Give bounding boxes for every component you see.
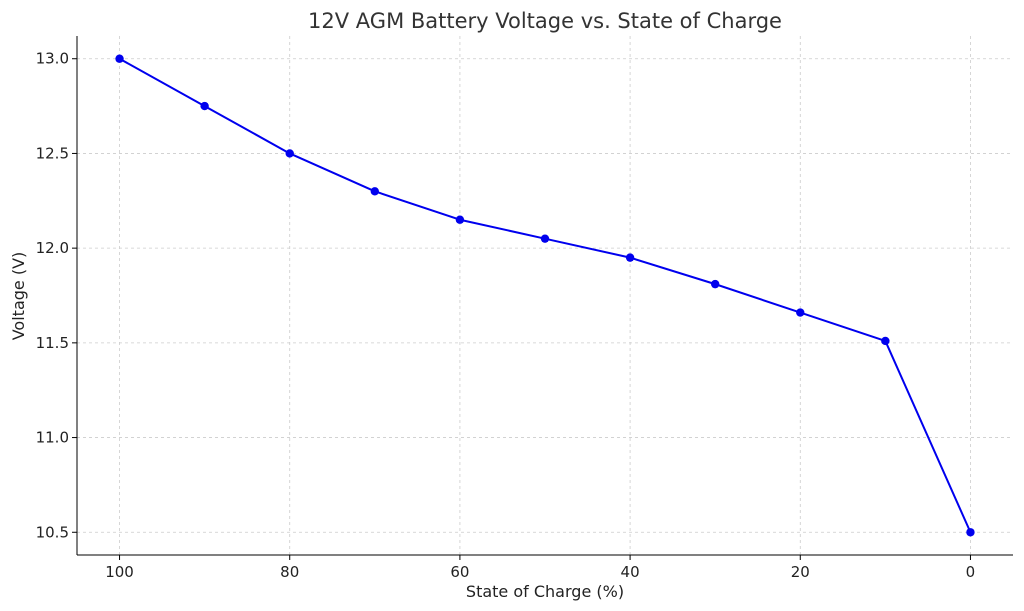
series-line (119, 57, 972, 533)
y-tick-label: 11.0 (36, 429, 69, 447)
data-point (115, 54, 124, 63)
data-point (710, 279, 720, 289)
data-point (200, 101, 209, 111)
data-point (796, 308, 805, 317)
series (115, 54, 975, 537)
x-tick-label: 80 (280, 563, 299, 581)
data-point (540, 234, 550, 243)
y-axis-ticks: 10.5 11.0 11.5 12.0 12.5 13.0 (36, 50, 77, 541)
grid (77, 36, 1013, 555)
y-tick-label: 12.0 (36, 239, 69, 257)
x-axis-ticks: 100 80 60 40 20 0 (105, 555, 975, 581)
axes (76, 36, 1013, 556)
x-tick-label: 40 (621, 563, 640, 581)
y-tick-label: 11.5 (36, 334, 69, 352)
data-point (625, 253, 635, 262)
x-tick-label: 20 (791, 563, 810, 581)
y-axis-label: Voltage (V) (9, 252, 28, 341)
data-point (370, 187, 380, 196)
y-tick-label: 10.5 (36, 523, 69, 541)
data-point (455, 215, 465, 224)
data-point (966, 528, 975, 537)
y-tick-label: 13.0 (36, 50, 69, 68)
x-tick-label: 0 (966, 563, 976, 581)
x-axis-label: State of Charge (%) (466, 582, 624, 601)
data-point (285, 149, 294, 158)
x-tick-label: 100 (105, 563, 134, 581)
chart-title: 12V AGM Battery Voltage vs. State of Cha… (308, 9, 782, 33)
data-point (881, 336, 890, 346)
x-tick-label: 60 (450, 563, 469, 581)
y-tick-label: 12.5 (36, 144, 69, 162)
